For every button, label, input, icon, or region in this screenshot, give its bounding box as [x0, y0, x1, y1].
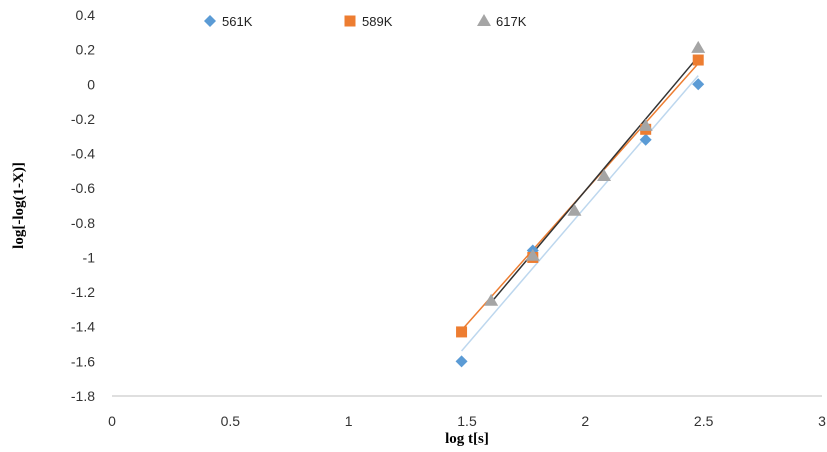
x-tick-label: 0.5 — [221, 413, 241, 429]
x-axis-ticks: 0 0.5 1 1.5 2 2.5 3 — [108, 413, 826, 429]
data-point-589K — [456, 326, 468, 338]
y-tick-label: 0.2 — [76, 42, 96, 58]
legend-label: 589K — [362, 14, 393, 29]
legend-marker-589K — [344, 15, 356, 27]
y-tick-label: -0.8 — [71, 215, 95, 231]
data-point-561K — [639, 133, 652, 146]
data-point-617K — [525, 248, 540, 261]
legend-marker-561K — [204, 15, 216, 27]
data-point-617K — [597, 169, 612, 182]
legend-marker-617K — [477, 14, 491, 26]
y-tick-label: -1.4 — [71, 319, 95, 335]
y-tick-label: -1.8 — [71, 388, 95, 404]
y-axis-ticks: 0.4 0.2 0 -0.2 -0.4 -0.6 -0.8 -1 -1.2 -1.4 -1.6 -1.… — [71, 7, 95, 404]
x-tick-label: 2.5 — [694, 413, 714, 429]
x-axis-title: log t[s] — [445, 431, 489, 447]
legend-label: 561K — [222, 14, 253, 29]
data-point-617K — [638, 118, 653, 131]
x-tick-label: 3 — [818, 413, 826, 429]
legend: 561K 589K 617K — [204, 14, 527, 29]
x-tick-label: 0 — [108, 413, 116, 429]
y-tick-label: 0 — [87, 76, 95, 92]
data-points — [455, 40, 706, 368]
y-tick-label: -0.4 — [71, 146, 95, 162]
y-tick-label: -0.6 — [71, 180, 95, 196]
y-tick-label: -1.6 — [71, 353, 95, 369]
y-tick-label: -1 — [83, 249, 96, 265]
x-tick-label: 2 — [581, 413, 589, 429]
data-point-561K — [692, 78, 705, 91]
x-tick-label: 1 — [345, 413, 353, 429]
data-point-561K — [455, 355, 468, 368]
trendlines — [460, 56, 699, 352]
y-tick-label: -1.2 — [71, 284, 95, 300]
x-tick-label: 1.5 — [457, 413, 477, 429]
y-tick-label: 0.4 — [76, 7, 96, 23]
data-point-589K — [692, 54, 704, 66]
legend-label: 617K — [496, 14, 527, 29]
y-tick-label: -0.2 — [71, 111, 95, 127]
data-point-617K — [484, 293, 499, 306]
trendline-617K — [490, 56, 699, 303]
data-point-617K — [691, 40, 706, 53]
y-axis-title: log[-log(1-X)] — [11, 162, 27, 249]
data-point-617K — [567, 203, 582, 216]
